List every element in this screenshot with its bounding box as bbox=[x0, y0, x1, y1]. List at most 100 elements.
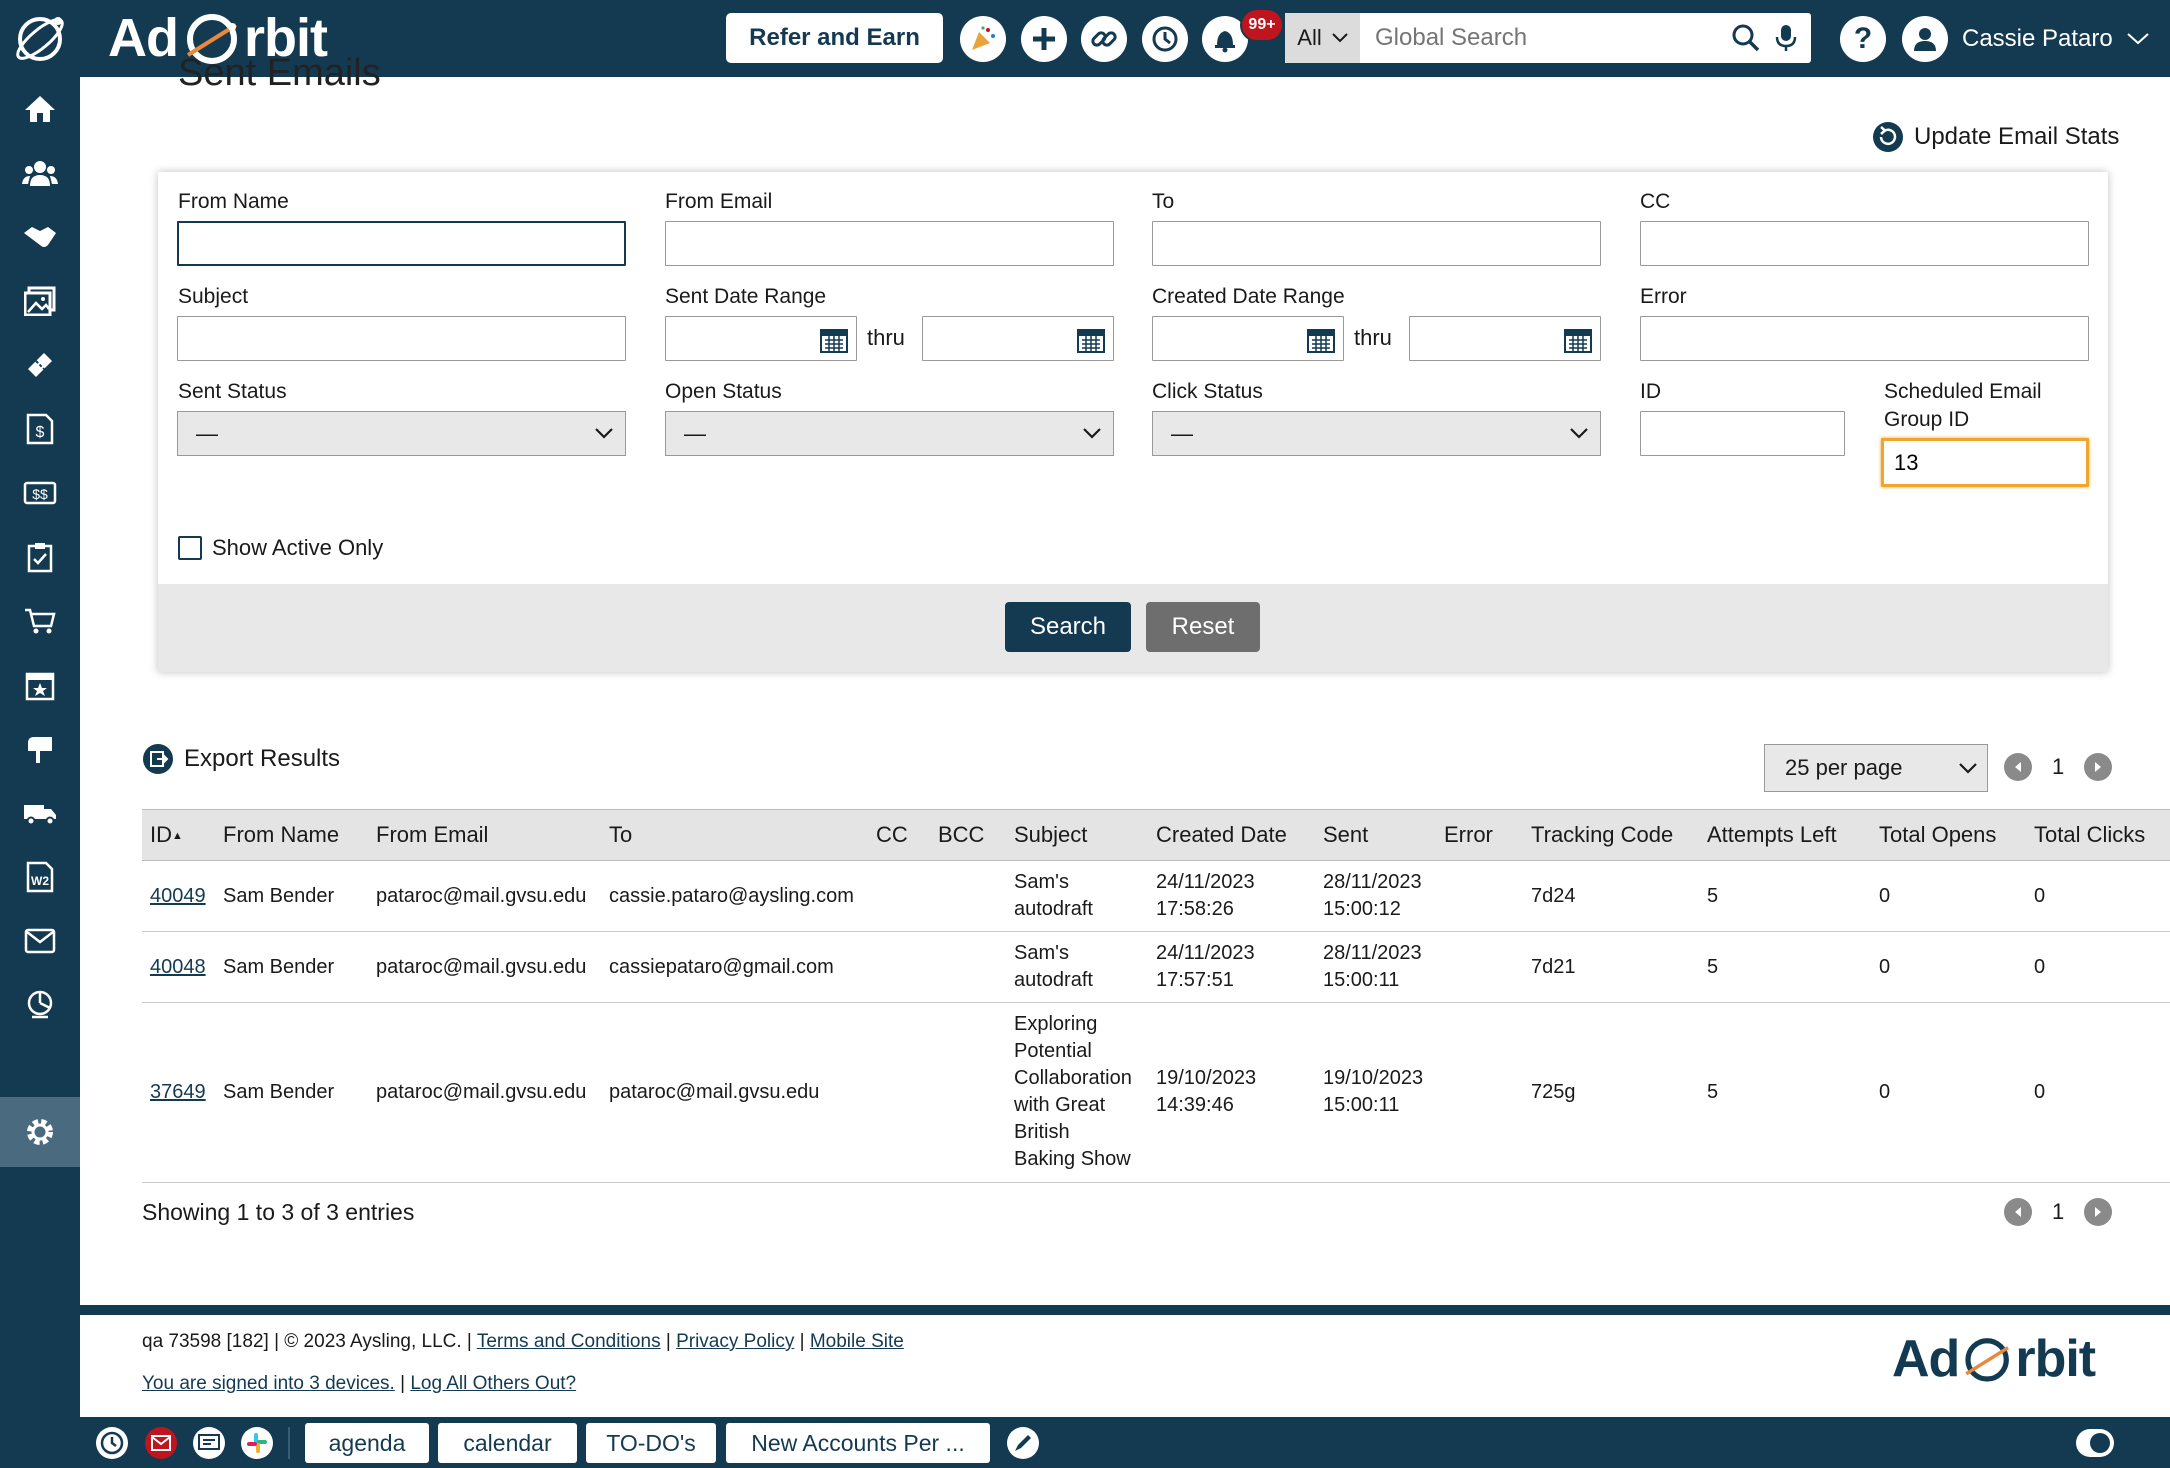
log-others-out-link[interactable]: Log All Others Out? bbox=[410, 1373, 577, 1394]
col-sent[interactable]: Sent bbox=[1323, 822, 1369, 847]
scheduled-group-label-1: Scheduled Email bbox=[1884, 380, 2042, 403]
to-input[interactable] bbox=[1152, 221, 1601, 266]
clock-icon[interactable] bbox=[96, 1427, 128, 1459]
calendar-icon[interactable] bbox=[820, 327, 848, 353]
cc-input[interactable] bbox=[1640, 221, 2089, 266]
calendar-star-icon[interactable] bbox=[0, 653, 80, 717]
from-email-input[interactable] bbox=[665, 221, 1114, 266]
message-icon[interactable] bbox=[193, 1427, 225, 1459]
party-popper-icon[interactable] bbox=[960, 16, 1006, 62]
slack-icon[interactable] bbox=[241, 1427, 273, 1459]
global-search-input[interactable] bbox=[1360, 14, 1731, 62]
col-subject[interactable]: Subject bbox=[1014, 822, 1088, 847]
col-attempts-left[interactable]: Attempts Left bbox=[1707, 822, 1837, 847]
refer-and-earn-button[interactable]: Refer and Earn bbox=[726, 13, 943, 63]
col-from-name[interactable]: From Name bbox=[223, 822, 340, 847]
checkbox-box[interactable] bbox=[178, 536, 202, 560]
clipboard-check-icon[interactable] bbox=[0, 525, 80, 589]
update-email-stats-button[interactable]: Update Email Stats bbox=[1872, 121, 2119, 153]
mail-alert-icon[interactable] bbox=[145, 1427, 177, 1459]
next-page-icon[interactable] bbox=[2084, 1198, 2113, 1226]
cell-to: cassiepataro@gmail.com bbox=[609, 956, 834, 978]
col-error[interactable]: Error bbox=[1444, 822, 1493, 847]
click-status-select[interactable]: — bbox=[1152, 411, 1601, 456]
tab-todos[interactable]: TO-DO's bbox=[586, 1423, 716, 1463]
tab-new-accounts[interactable]: New Accounts Per ... bbox=[726, 1423, 990, 1463]
prev-page-icon[interactable] bbox=[2004, 753, 2032, 781]
mobile-site-link[interactable]: Mobile Site bbox=[809, 1331, 904, 1352]
prev-page-icon[interactable] bbox=[2004, 1198, 2032, 1226]
tab-calendar[interactable]: calendar bbox=[438, 1423, 577, 1463]
cell-sent: 19/10/2023 15:00:11 bbox=[1323, 1067, 1424, 1116]
w2-form-icon[interactable]: W2 bbox=[0, 845, 80, 909]
terms-link[interactable]: Terms and Conditions bbox=[476, 1331, 661, 1352]
add-icon[interactable] bbox=[1021, 16, 1067, 62]
col-to[interactable]: To bbox=[609, 822, 633, 847]
cell-id[interactable]: 40049 bbox=[150, 885, 206, 907]
col-cc[interactable]: CC bbox=[876, 822, 908, 847]
calendar-icon[interactable] bbox=[1307, 327, 1335, 353]
settings-gear-icon[interactable] bbox=[0, 1097, 80, 1167]
user-menu[interactable]: Cassie Pataro bbox=[1902, 14, 2149, 64]
col-tracking-code[interactable]: Tracking Code bbox=[1531, 822, 1674, 847]
email-icon[interactable] bbox=[0, 909, 80, 973]
update-email-stats-label: Update Email Stats bbox=[1914, 123, 2120, 150]
privacy-link[interactable]: Privacy Policy bbox=[676, 1331, 795, 1352]
reset-button[interactable]: Reset bbox=[1146, 602, 1260, 652]
signed-in-devices-link[interactable]: You are signed into 3 devices. bbox=[142, 1373, 395, 1394]
calendar-icon[interactable] bbox=[1077, 327, 1105, 353]
open-status-select[interactable]: — bbox=[665, 411, 1114, 456]
cell-id[interactable]: 40048 bbox=[150, 956, 206, 978]
export-results-button[interactable]: Export Results bbox=[142, 743, 340, 775]
handshake-icon[interactable] bbox=[0, 205, 80, 269]
col-from-email[interactable]: From Email bbox=[376, 822, 489, 847]
search-button[interactable]: Search bbox=[1005, 602, 1131, 652]
col-total-opens[interactable]: Total Opens bbox=[1879, 822, 1997, 847]
analytics-icon[interactable] bbox=[0, 973, 80, 1037]
currency-exchange-icon[interactable]: $$ bbox=[0, 461, 80, 525]
col-id[interactable]: ID▲ bbox=[150, 822, 183, 847]
scheduled-email-group-id-input[interactable] bbox=[1881, 438, 2089, 487]
help-icon[interactable]: ? bbox=[1840, 16, 1886, 62]
delivery-truck-icon[interactable] bbox=[0, 781, 80, 845]
calendar-icon[interactable] bbox=[1564, 327, 1592, 353]
media-gallery-icon[interactable] bbox=[0, 269, 80, 333]
home-icon[interactable] bbox=[0, 77, 80, 141]
ticket-icon[interactable] bbox=[0, 333, 80, 397]
show-active-only-checkbox[interactable]: Show Active Only bbox=[178, 535, 383, 561]
invoice-icon[interactable]: $ bbox=[0, 397, 80, 461]
id-input[interactable] bbox=[1640, 411, 1845, 456]
history-icon[interactable] bbox=[1142, 16, 1188, 62]
pencil-icon[interactable] bbox=[1007, 1427, 1039, 1459]
error-input[interactable] bbox=[1640, 316, 2089, 361]
subject-input[interactable] bbox=[177, 316, 626, 361]
from-name-label: From Name bbox=[178, 190, 289, 213]
col-bcc[interactable]: BCC bbox=[938, 822, 985, 847]
sent-date-from-input[interactable] bbox=[665, 316, 857, 361]
from-name-input[interactable] bbox=[177, 221, 626, 266]
current-page[interactable]: 1 bbox=[2052, 754, 2065, 779]
col-created-date[interactable]: Created Date bbox=[1156, 822, 1287, 847]
next-page-icon[interactable] bbox=[2084, 753, 2113, 781]
created-date-to-input[interactable] bbox=[1409, 316, 1601, 361]
search-icon[interactable] bbox=[1731, 23, 1761, 53]
tab-agenda[interactable]: agenda bbox=[305, 1423, 429, 1463]
open-status-value: — bbox=[684, 420, 706, 446]
sent-status-select[interactable]: — bbox=[177, 411, 626, 456]
cart-icon[interactable] bbox=[0, 589, 80, 653]
microphone-icon[interactable] bbox=[1775, 23, 1797, 53]
current-page[interactable]: 1 bbox=[2052, 1199, 2065, 1224]
cell-from-name: Sam Bender bbox=[223, 1081, 335, 1103]
link-icon[interactable] bbox=[1081, 16, 1127, 62]
per-page-select[interactable]: 25 per page bbox=[1764, 744, 1988, 792]
col-total-clicks[interactable]: Total Clicks bbox=[2034, 822, 2146, 847]
cell-from-email: pataroc@mail.gvsu.edu bbox=[376, 956, 587, 978]
sent-date-to-input[interactable] bbox=[922, 316, 1114, 361]
cell-id[interactable]: 37649 bbox=[150, 1081, 206, 1103]
created-date-from-input[interactable] bbox=[1152, 316, 1344, 361]
app-logo[interactable]: Ad rbit bbox=[10, 8, 328, 68]
contacts-icon[interactable] bbox=[0, 141, 80, 205]
mailbox-icon[interactable] bbox=[0, 717, 80, 781]
toggle-switch-icon[interactable] bbox=[2076, 1429, 2114, 1457]
search-scope-select[interactable]: All bbox=[1285, 13, 1360, 63]
